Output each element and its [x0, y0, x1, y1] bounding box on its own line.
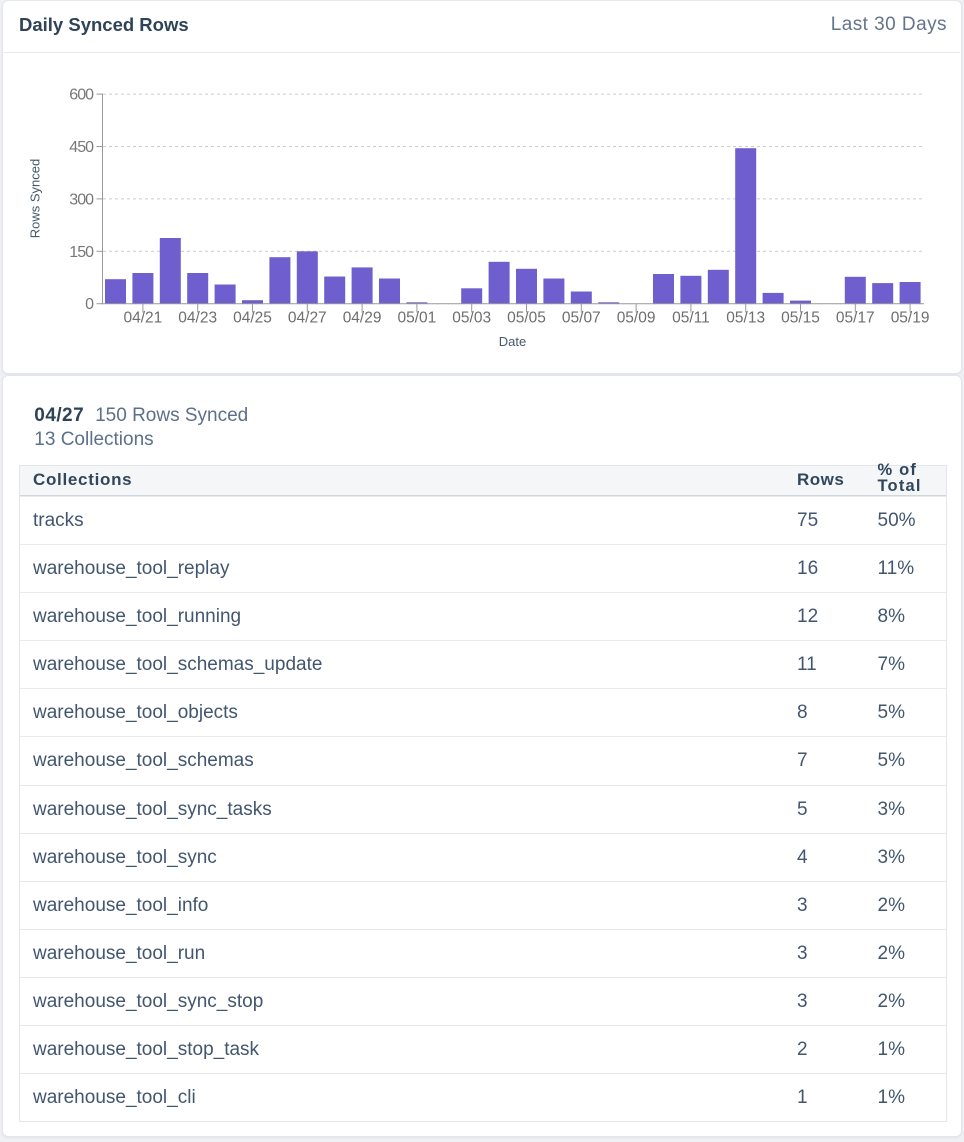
svg-text:600: 600 [69, 87, 94, 104]
svg-text:04/29: 04/29 [343, 309, 382, 326]
svg-text:05/05: 05/05 [507, 309, 546, 326]
svg-text:04/27: 04/27 [288, 309, 327, 326]
svg-text:150: 150 [69, 244, 94, 261]
svg-text:04/25: 04/25 [233, 309, 272, 326]
svg-text:300: 300 [69, 191, 94, 208]
svg-text:05/07: 05/07 [562, 309, 601, 326]
svg-text:05/01: 05/01 [398, 309, 437, 326]
svg-text:05/15: 05/15 [781, 309, 820, 326]
svg-text:05/11: 05/11 [672, 309, 710, 326]
svg-text:Date: Date [499, 334, 526, 349]
svg-text:04/21: 04/21 [124, 309, 163, 326]
svg-text:04/23: 04/23 [178, 309, 217, 326]
svg-text:450: 450 [69, 139, 94, 156]
svg-text:0: 0 [85, 296, 94, 313]
svg-text:05/17: 05/17 [836, 309, 875, 326]
svg-text:05/19: 05/19 [891, 309, 930, 326]
svg-text:05/13: 05/13 [726, 309, 765, 326]
svg-text:Rows Synced: Rows Synced [28, 159, 43, 238]
svg-text:05/03: 05/03 [452, 309, 491, 326]
svg-text:05/09: 05/09 [617, 309, 656, 326]
